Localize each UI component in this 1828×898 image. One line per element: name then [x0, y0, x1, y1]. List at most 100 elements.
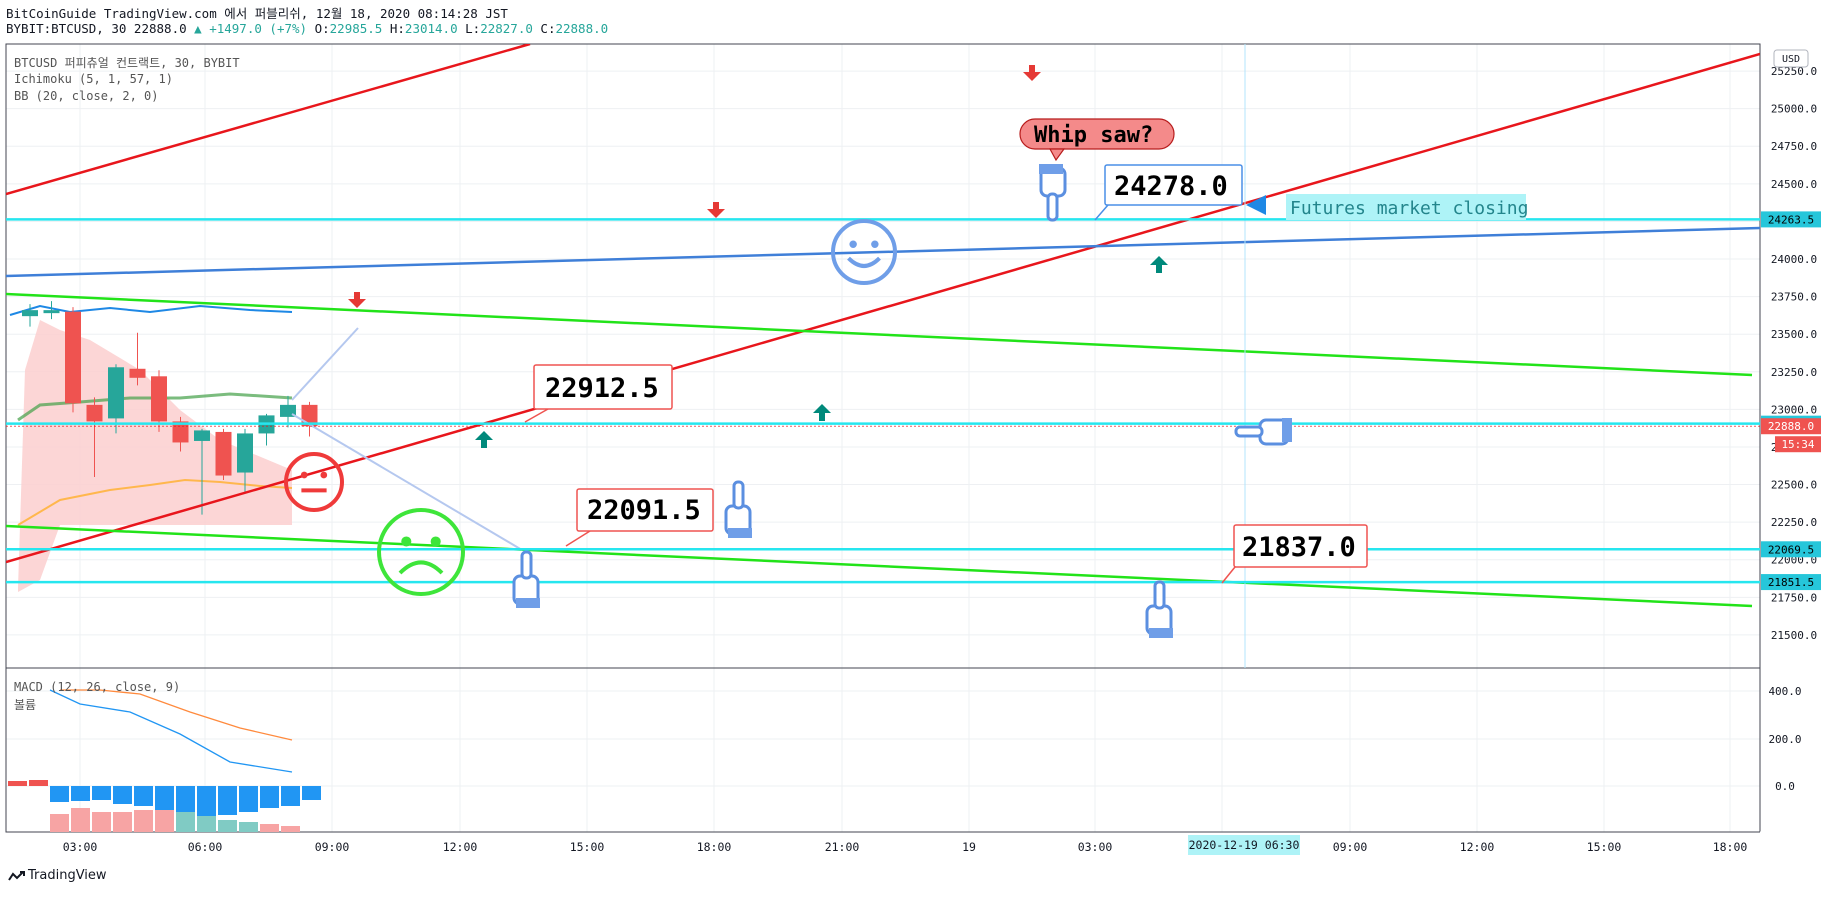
candle-body: [22, 310, 38, 317]
candle: [65, 307, 81, 413]
arrow-up-icon: [1150, 256, 1168, 273]
candle-body: [215, 431, 232, 476]
arrow-down-icon-head: [707, 209, 725, 218]
whip-saw-callout: Whip saw?: [1019, 118, 1175, 162]
label-24278-0: 24278.0: [1094, 164, 1243, 221]
note-text: Futures market closing: [1290, 198, 1528, 219]
price-label-box: [1761, 211, 1821, 228]
close-label: C:: [540, 21, 556, 36]
symbol-info: BYBIT:BTCUSD, 30 22888.0: [6, 21, 187, 36]
macd-legend: MACD (12, 26, close, 9): [14, 680, 181, 694]
volume-bar: [218, 820, 237, 832]
green-upper-line: [6, 292, 1753, 377]
price-tick: 24750.0: [1771, 140, 1817, 153]
macd-tick: 200.0: [1768, 733, 1801, 746]
price-label-box: [1761, 574, 1821, 591]
price-tick: 23750.0: [1771, 291, 1817, 304]
label-21837-0-box: [1233, 524, 1368, 568]
macd-histogram-bar: [197, 786, 216, 816]
pointing-hand-icon-finger: [1153, 580, 1166, 610]
date-label-box: [1188, 835, 1300, 855]
arrow-up-icon-stem: [1156, 264, 1162, 273]
high-value: 23014.0: [404, 21, 458, 36]
volume-bar: [92, 812, 111, 832]
time-tick: 06:00: [188, 840, 223, 854]
price-label-text: 22888.0: [1768, 420, 1814, 433]
arrow-down-icon: [707, 202, 725, 218]
neutral-face-icon: [284, 452, 344, 512]
time-tick: 18:00: [697, 840, 732, 854]
signal-line: [60, 689, 293, 741]
ichimoku-legend: Ichimoku (5, 1, 57, 1): [14, 72, 173, 86]
sad-face-icon: [377, 508, 465, 596]
callout-tail: [1048, 148, 1066, 162]
countdown-label: 15:34: [1775, 436, 1821, 453]
publish-info: BitCoinGuide TradingView.com 에서 퍼블리쉬, 12…: [6, 6, 508, 21]
currency-text: USD: [1782, 54, 1800, 65]
macd-histogram-bar: [302, 786, 321, 800]
label-22091-5: 22091.5: [565, 488, 714, 547]
candle: [237, 428, 253, 493]
price-tick: 22250.0: [1771, 516, 1817, 529]
price-axis[interactable]: 25250.025000.024750.024500.024250.024000…: [1761, 49, 1821, 793]
macd-histogram-bar: [155, 786, 174, 810]
arrow-up-icon-stem: [819, 412, 825, 421]
note-bg: [1286, 194, 1526, 220]
candle-body: [65, 311, 81, 404]
callout-text: Whip saw?: [1034, 123, 1153, 148]
time-tick: 18:00: [1713, 840, 1748, 854]
time-axis[interactable]: 03:00 06:00 09:00 12:00 15:00 18:00 21:00 19 03:…: [63, 835, 1748, 855]
volume-legend: 볼륨: [14, 698, 37, 712]
candle-body: [237, 433, 253, 473]
price-label-text: 22069.5: [1768, 543, 1814, 556]
pointing-hand-icon: [724, 480, 752, 538]
ichimoku-cloud: [9, 304, 293, 592]
ohlc-line: BYBIT:BTCUSD, 30 22888.0 ▲ +1497.0 (+7%)…: [6, 21, 608, 36]
label-22091-5-text: 22091.5: [587, 495, 701, 526]
macd-line: [49, 689, 293, 773]
time-tick: 19: [962, 840, 976, 854]
countdown-box: [1775, 436, 1821, 453]
candle: [301, 401, 318, 437]
candle: [129, 332, 146, 386]
callout-bubble: [1019, 118, 1175, 150]
pointing-hand-icon-finger: [520, 550, 533, 580]
pointing-hand-icon-finger: [1234, 425, 1264, 438]
volume-bar: [134, 810, 153, 832]
volume-bar: [260, 824, 279, 832]
red-trendline: [6, 52, 1760, 564]
time-tick: 15:00: [570, 840, 605, 854]
volume-bar: [239, 822, 258, 832]
neutral-face-icon-eye: [300, 471, 308, 479]
time-tick: 21:00: [825, 840, 860, 854]
pointing-hand-icon: [1234, 418, 1292, 446]
time-tick: 12:00: [1460, 840, 1495, 854]
close-value: 22888.0: [555, 21, 609, 36]
tradingview-brand: TradingView: [28, 868, 107, 883]
volume-bar: [113, 812, 132, 832]
price-label: 22069.5: [1761, 541, 1821, 558]
macd-histogram-bar: [50, 786, 69, 802]
bb-legend: BB (20, close, 2, 0): [14, 89, 159, 103]
arrow-up-icon: [813, 404, 831, 421]
date-label-text: 2020-12-19 06:30: [1189, 838, 1300, 852]
label-22912-5-text: 22912.5: [545, 373, 659, 404]
price-label-text: 24263.5: [1768, 213, 1814, 226]
price-tick: 21750.0: [1771, 591, 1817, 604]
price-tick: 24500.0: [1771, 178, 1817, 191]
sad-face-icon-eye: [401, 536, 412, 547]
candle: [22, 304, 38, 327]
label-22912-5-leader: [524, 408, 549, 423]
arrow-up-icon-head: [475, 431, 493, 440]
label-24278-0-text: 24278.0: [1114, 171, 1228, 202]
candle: [108, 364, 124, 434]
candle-body: [194, 430, 210, 441]
arrow-down-icon-head: [1023, 72, 1041, 81]
pointing-hand-icon-finger: [1046, 192, 1059, 222]
open-label: O:: [314, 21, 330, 36]
label-22912-5: 22912.5: [524, 364, 673, 423]
candle: [280, 395, 296, 428]
tradingview-footer[interactable]: TradingView: [8, 868, 107, 883]
